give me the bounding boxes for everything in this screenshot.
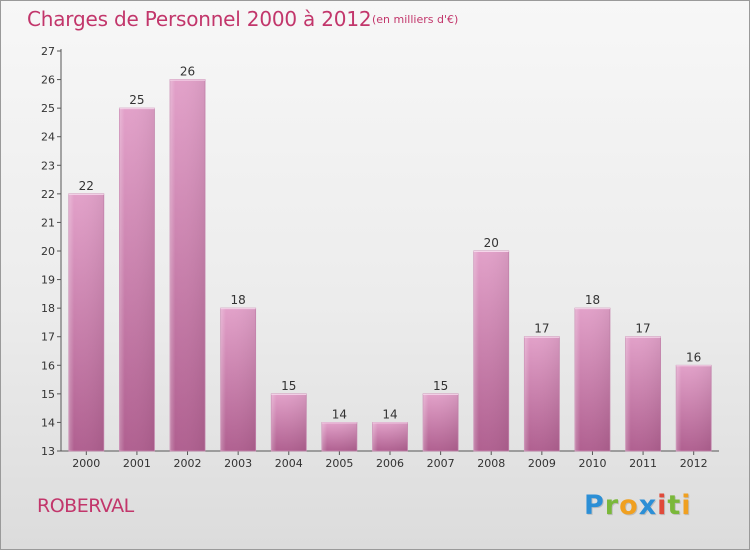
bar-value-label: 15: [433, 379, 448, 393]
y-tick-label: 22: [41, 188, 55, 201]
bar-shade: [220, 308, 256, 451]
y-tick-label: 16: [41, 359, 55, 372]
logo-letter: o: [619, 490, 639, 521]
y-tick-label: 17: [41, 331, 55, 344]
logo-letter: i: [681, 490, 692, 521]
logo-letter: r: [604, 490, 620, 521]
bar-shade: [372, 422, 408, 451]
chart-title: Charges de Personnel 2000 à 2012: [27, 7, 372, 31]
y-tick-label: 23: [41, 159, 55, 172]
chart-subtitle: (en milliers d'€): [372, 13, 459, 26]
x-tick-label: 2011: [629, 457, 657, 470]
bar-value-label: 22: [79, 179, 94, 193]
bar-value-label: 17: [534, 322, 549, 336]
x-tick-label: 2005: [325, 457, 353, 470]
x-tick-label: 2012: [680, 457, 708, 470]
bar-shade: [524, 336, 560, 451]
y-tick-label: 18: [41, 302, 55, 315]
x-tick-label: 2000: [72, 457, 100, 470]
x-tick-label: 2009: [528, 457, 556, 470]
y-tick-label: 21: [41, 216, 55, 229]
y-tick-label: 25: [41, 102, 55, 115]
y-tick-label: 13: [41, 445, 55, 458]
chart-axes: 13 14 15 16 17 18 19 20 21 22 23 24 25 26 27 2000 2001 20…: [41, 45, 719, 470]
bar-shade: [473, 251, 509, 451]
bar-shade: [68, 193, 104, 451]
y-tick-label: 14: [41, 416, 55, 429]
bar-shade: [625, 336, 661, 451]
bar-shade: [271, 393, 307, 451]
chart-bars: [68, 79, 712, 452]
bar-value-label: 17: [635, 322, 650, 336]
bar-shade: [423, 393, 459, 451]
bar-shade: [676, 365, 712, 451]
x-tick-label: 2002: [174, 457, 202, 470]
bar-value-label: 25: [129, 93, 144, 107]
proxiti-logo[interactable]: Proxiti: [584, 490, 692, 521]
bar-shade: [574, 308, 610, 451]
x-tick-label: 2003: [224, 457, 252, 470]
x-tick-label: 2004: [275, 457, 303, 470]
location-name: ROBERVAL: [37, 495, 134, 517]
y-tick-label: 24: [41, 131, 55, 144]
bar-value-label: 14: [382, 407, 397, 421]
x-tick-label: 2007: [427, 457, 455, 470]
bar-value-label: 20: [484, 236, 499, 250]
bar-value-label: 15: [281, 379, 296, 393]
bar-shade: [321, 422, 357, 451]
bar-value-label: 18: [231, 293, 246, 307]
bar-shade: [119, 108, 155, 452]
logo-letter: i: [657, 490, 668, 521]
x-tick-label: 2010: [578, 457, 606, 470]
logo-letter: x: [638, 490, 658, 521]
x-tick-label: 2006: [376, 457, 404, 470]
chart-value-labels: 22 25 26 18 15 14 14 15 20 17 18 17 16: [79, 65, 702, 422]
bar-value-label: 14: [332, 407, 347, 421]
bar-shade: [170, 79, 206, 452]
bar-value-label: 26: [180, 65, 195, 79]
y-tick-label: 19: [41, 274, 55, 287]
x-tick-label: 2008: [477, 457, 505, 470]
logo-letter: P: [584, 490, 605, 521]
y-tick-label: 27: [41, 45, 55, 58]
x-tick-label: 2001: [123, 457, 151, 470]
bar-value-label: 18: [585, 293, 600, 307]
y-tick-label: 20: [41, 245, 55, 258]
bar-value-label: 16: [686, 350, 701, 364]
logo-letter: t: [667, 490, 682, 521]
y-tick-label: 15: [41, 388, 55, 401]
y-tick-label: 26: [41, 74, 55, 87]
